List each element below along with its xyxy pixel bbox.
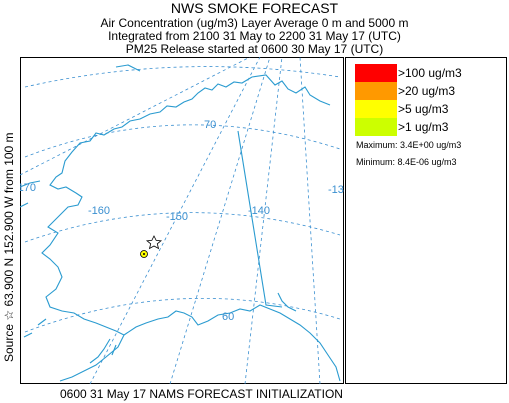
yakutat-coast — [277, 292, 297, 312]
lat-line-80 — [24, 66, 341, 88]
lon-label-150: -150 — [166, 211, 188, 223]
lat-label-70: 70 — [204, 119, 216, 131]
graticule — [20, 57, 341, 384]
lon-line-140 — [244, 57, 283, 384]
lat-line-60 — [24, 297, 341, 333]
lon-label-170: -170 — [20, 182, 36, 194]
alaska-south-coast — [123, 304, 341, 382]
lon-label-140: -140 — [248, 205, 270, 217]
source-star-icon — [145, 235, 163, 250]
forecast-initialization: 0600 31 May 17 NAMS FORECAST INITIALIZAT… — [60, 387, 343, 401]
legend-swatch — [355, 64, 397, 82]
legend-swatch — [355, 100, 397, 118]
legend-label: >1 ug/m3 — [398, 120, 449, 134]
legend-swatch — [355, 118, 397, 136]
legend-label: >5 ug/m3 — [398, 102, 449, 116]
lon-line-150 — [169, 57, 271, 384]
lon-label-160: -160 — [88, 205, 110, 217]
concentration-description: Air Concentration (ug/m3) Layer Average … — [100, 16, 409, 30]
coastline — [20, 64, 341, 382]
legend-label: >20 ug/m3 — [398, 84, 456, 98]
lon-line-170 — [20, 57, 251, 176]
minimum-value: Minimum: 8.4E-06 ug/m3 — [356, 157, 457, 167]
lat-label-60: 60 — [222, 311, 234, 323]
legend-label: >100 ug/m3 — [398, 66, 462, 80]
siberia-coast — [20, 180, 41, 208]
lon-line-160 — [89, 57, 261, 384]
forecast-map: -170 -160 -150 -140 -130 70 60 — [20, 57, 344, 384]
lon-label-130: -130 — [328, 184, 344, 196]
release-info: PM25 Release started at 0600 30 May 17 (… — [125, 42, 384, 56]
lon-line-130 — [299, 57, 321, 384]
alaska-west-coast — [41, 74, 331, 382]
lat-line-70 — [24, 124, 341, 158]
kenai-peninsula — [89, 338, 117, 364]
canada-border — [237, 130, 283, 308]
legend-swatch — [355, 82, 397, 100]
forecast-title: NWS SMOKE FORECAST — [170, 0, 339, 16]
legend-panel: >100 ug/m3 >20 ug/m3 >5 ug/m3 >1 ug/m3 M… — [345, 57, 507, 384]
max-concentration-dot — [143, 253, 145, 255]
islands — [23, 318, 47, 338]
integration-period: Integrated from 2100 31 May to 2200 31 M… — [108, 29, 401, 43]
map-frame — [20, 57, 344, 384]
maximum-value: Maximum: 3.4E+00 ug/m3 — [356, 140, 462, 150]
source-location-label: Source ☆ 63.900 N 152.900 W from 100 m — [2, 132, 16, 362]
north-coast-fragment — [115, 64, 141, 72]
lat-line-65 — [24, 212, 341, 243]
